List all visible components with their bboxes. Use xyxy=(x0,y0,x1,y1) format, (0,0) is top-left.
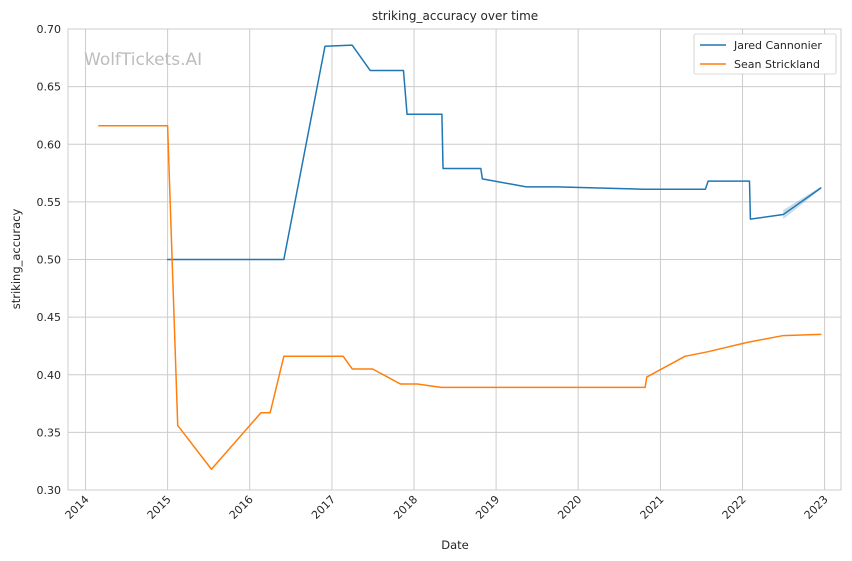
y-tick-label: 0.40 xyxy=(37,369,62,382)
watermark: WolfTickets.AI xyxy=(84,50,202,70)
legend-label-sean-strickland: Sean Strickland xyxy=(734,58,820,71)
x-tick-label: 2020 xyxy=(555,493,584,522)
x-tick-label: 2016 xyxy=(227,493,256,522)
legend-label-jared-cannonier: Jared Cannonier xyxy=(733,39,822,52)
x-tick-label: 2021 xyxy=(638,493,667,522)
x-tick-label: 2019 xyxy=(473,493,502,522)
x-tick-label: 2018 xyxy=(391,493,420,522)
legend: Jared Cannonier Sean Strickland xyxy=(693,33,837,75)
y-axis-ticks: 0.30 0.35 0.40 0.45 0.50 0.55 0.60 0.65 0.70 xyxy=(37,23,62,497)
series-line-sean-strickland xyxy=(98,125,822,471)
x-tick-label: 2014 xyxy=(63,493,92,522)
y-tick-label: 0.30 xyxy=(37,484,62,497)
x-tick-label: 2017 xyxy=(309,493,338,522)
y-tick-label: 0.55 xyxy=(37,196,62,209)
x-tick-label: 2023 xyxy=(802,493,831,522)
y-tick-label: 0.50 xyxy=(37,254,62,267)
series-lines xyxy=(98,44,822,471)
y-tick-label: 0.60 xyxy=(37,138,62,151)
legend-box xyxy=(693,33,837,75)
x-axis-title: Date xyxy=(441,538,469,552)
x-axis-ticks: 2014 2015 2016 2017 2018 2019 2020 2021 2022 2023 xyxy=(63,493,831,522)
chart-title: striking_accuracy over time xyxy=(372,9,538,23)
y-tick-label: 0.65 xyxy=(37,81,62,94)
y-tick-label: 0.70 xyxy=(37,23,62,36)
x-tick-label: 2015 xyxy=(145,493,174,522)
y-tick-label: 0.35 xyxy=(37,426,62,439)
y-tick-label: 0.45 xyxy=(37,311,62,324)
x-tick-label: 2022 xyxy=(720,493,749,522)
series-line-jared-cannonier xyxy=(166,44,822,261)
y-axis-title: striking_accuracy xyxy=(9,209,23,310)
gridlines xyxy=(68,28,841,491)
